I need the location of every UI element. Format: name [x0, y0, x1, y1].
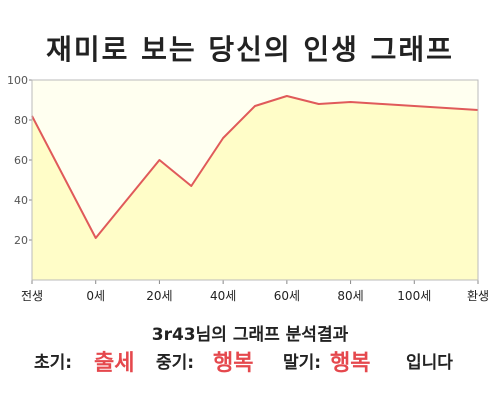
x-tick-label: 환생 — [467, 289, 489, 303]
x-tick-label: 전생 — [21, 289, 43, 303]
y-tick-label: 20 — [14, 234, 28, 247]
series-line-layer — [31, 95, 479, 239]
y-tick-label: 80 — [14, 114, 28, 127]
late-label: 말기: — [283, 353, 322, 373]
plot-border — [31, 79, 479, 281]
y-tick-label: 100 — [7, 74, 28, 87]
mid-label: 중기: — [156, 353, 195, 373]
mid-value: 행복 — [213, 351, 254, 376]
x-tick-label: 0세 — [86, 289, 105, 303]
result-heading: 3r43님의 그래프 분석결과 — [151, 325, 349, 345]
y-axis: 20 40 60 80 100 — [7, 74, 33, 280]
early-label: 초기: — [34, 353, 73, 373]
x-axis: 전생 0세 20세 40세 60세 80세 100세 환생 — [21, 279, 489, 303]
ending-text: 입니다 — [406, 353, 453, 373]
y-tick-label: 40 — [14, 194, 28, 207]
series-area — [32, 96, 478, 280]
x-tick-label: 60세 — [274, 289, 300, 303]
late-value: 행복 — [330, 351, 371, 376]
area-fill-layer — [32, 96, 478, 280]
x-tick-label: 100세 — [397, 289, 431, 303]
early-value: 출세 — [94, 351, 135, 376]
y-tick-label: 60 — [14, 154, 28, 167]
x-tick-label: 20세 — [146, 289, 172, 303]
x-tick-label: 80세 — [337, 289, 363, 303]
x-tick-label: 40세 — [210, 289, 236, 303]
chart-title: 재미로 보는 당신의 인생 그래프 — [46, 33, 454, 66]
